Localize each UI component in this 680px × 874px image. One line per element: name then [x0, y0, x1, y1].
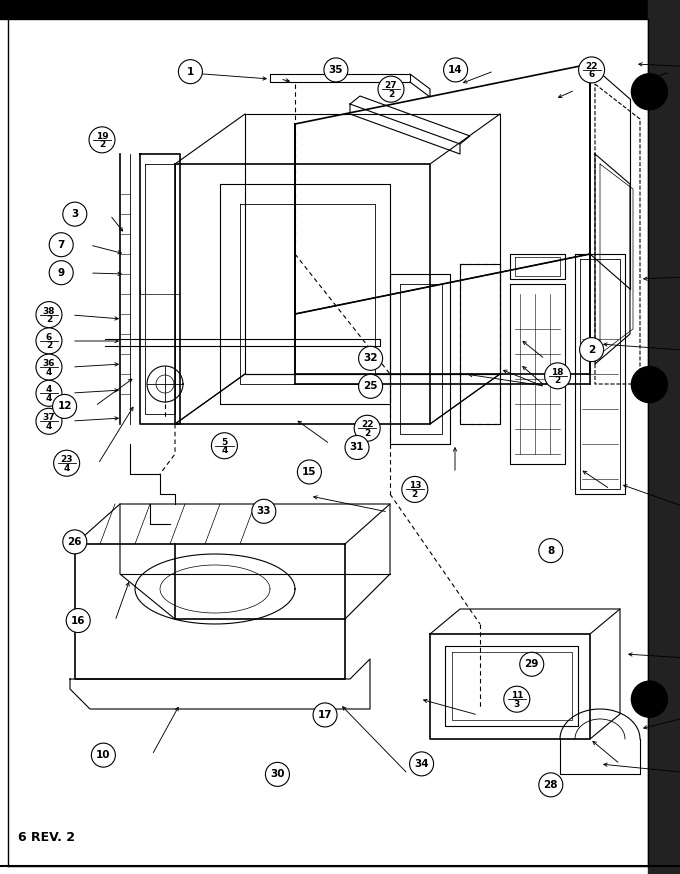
- Circle shape: [313, 703, 337, 727]
- Circle shape: [297, 460, 322, 484]
- Text: 26: 26: [67, 537, 82, 547]
- Circle shape: [539, 773, 563, 797]
- Circle shape: [504, 686, 530, 712]
- Circle shape: [632, 681, 667, 718]
- Circle shape: [36, 302, 62, 328]
- Text: 2: 2: [46, 316, 52, 324]
- Text: 8: 8: [547, 545, 554, 556]
- Text: 2: 2: [554, 377, 561, 385]
- Text: 4: 4: [221, 447, 228, 455]
- Circle shape: [354, 415, 380, 441]
- Text: 1: 1: [187, 66, 194, 77]
- Text: 23: 23: [61, 455, 73, 464]
- Circle shape: [579, 57, 605, 83]
- Circle shape: [36, 380, 62, 406]
- Text: 4: 4: [46, 394, 52, 403]
- Circle shape: [178, 59, 203, 84]
- Text: 2: 2: [99, 141, 105, 149]
- Text: 2: 2: [364, 429, 371, 438]
- Text: 37: 37: [43, 413, 55, 422]
- Circle shape: [324, 58, 348, 82]
- Text: 2: 2: [46, 342, 52, 350]
- Circle shape: [52, 394, 77, 419]
- Text: 22: 22: [585, 62, 598, 71]
- Circle shape: [345, 435, 369, 460]
- Circle shape: [211, 433, 237, 459]
- Text: 38: 38: [43, 307, 55, 316]
- Text: 35: 35: [328, 65, 343, 75]
- Text: 34: 34: [414, 759, 429, 769]
- Circle shape: [66, 608, 90, 633]
- Text: 6: 6: [46, 333, 52, 342]
- Circle shape: [36, 328, 62, 354]
- Circle shape: [63, 202, 87, 226]
- Circle shape: [443, 58, 468, 82]
- Circle shape: [49, 260, 73, 285]
- Text: 19: 19: [96, 132, 108, 141]
- Text: 16: 16: [71, 615, 86, 626]
- Text: 4: 4: [46, 368, 52, 377]
- Text: 10: 10: [96, 750, 111, 760]
- Circle shape: [358, 374, 383, 399]
- Text: 7: 7: [58, 239, 65, 250]
- Text: 2: 2: [588, 344, 595, 355]
- Circle shape: [252, 499, 276, 524]
- Text: 2: 2: [411, 490, 418, 499]
- Text: 13: 13: [409, 482, 421, 490]
- Text: 25: 25: [363, 381, 378, 392]
- Text: 4: 4: [46, 385, 52, 394]
- Text: 11: 11: [511, 691, 523, 700]
- Circle shape: [36, 408, 62, 434]
- Text: 29: 29: [524, 659, 539, 669]
- Text: 31: 31: [350, 442, 364, 453]
- Text: 4: 4: [63, 464, 70, 473]
- Circle shape: [579, 337, 604, 362]
- Circle shape: [91, 743, 116, 767]
- Text: 22: 22: [361, 420, 373, 429]
- Circle shape: [539, 538, 563, 563]
- Text: 30: 30: [270, 769, 285, 780]
- Circle shape: [402, 476, 428, 503]
- Text: 17: 17: [318, 710, 333, 720]
- Circle shape: [409, 752, 434, 776]
- Circle shape: [36, 354, 62, 380]
- Text: 6 REV. 2: 6 REV. 2: [18, 831, 75, 844]
- Text: 2: 2: [388, 90, 394, 99]
- Circle shape: [89, 127, 115, 153]
- Circle shape: [545, 363, 571, 389]
- Text: 36: 36: [43, 359, 55, 368]
- Circle shape: [378, 76, 404, 102]
- Text: 32: 32: [363, 353, 378, 364]
- Text: 3: 3: [513, 700, 520, 709]
- Text: 6: 6: [588, 71, 595, 80]
- Text: 5: 5: [221, 438, 228, 447]
- Text: 27: 27: [385, 81, 397, 90]
- Text: 28: 28: [543, 780, 558, 790]
- Text: 4: 4: [46, 422, 52, 431]
- Text: 33: 33: [256, 506, 271, 517]
- Text: 12: 12: [57, 401, 72, 412]
- Text: 18: 18: [551, 368, 564, 377]
- Circle shape: [265, 762, 290, 787]
- Circle shape: [49, 232, 73, 257]
- Text: 9: 9: [58, 267, 65, 278]
- Circle shape: [54, 450, 80, 476]
- Text: 3: 3: [71, 209, 78, 219]
- Circle shape: [358, 346, 383, 371]
- Text: 14: 14: [448, 65, 463, 75]
- Circle shape: [632, 366, 667, 403]
- Circle shape: [520, 652, 544, 676]
- Circle shape: [63, 530, 87, 554]
- Text: 15: 15: [302, 467, 317, 477]
- Circle shape: [632, 73, 667, 110]
